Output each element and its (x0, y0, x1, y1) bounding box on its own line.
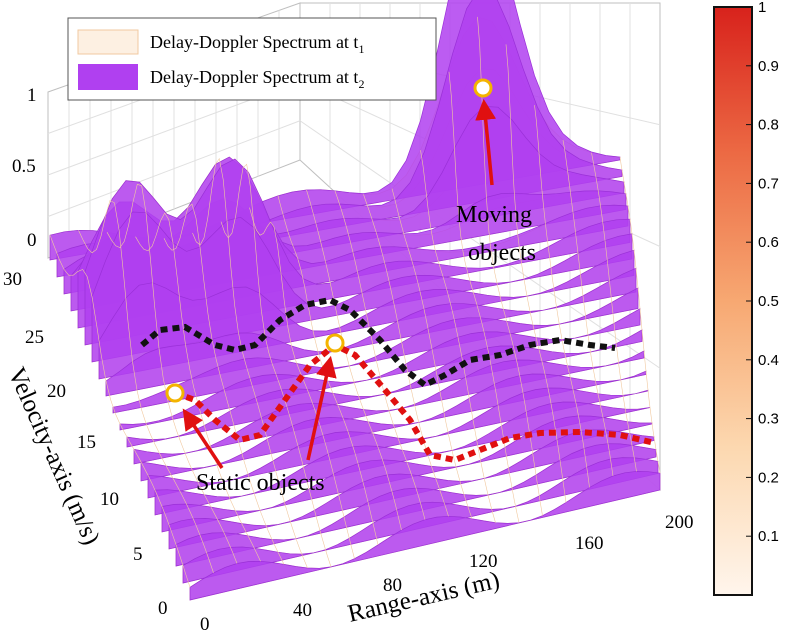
mesh-line (391, 188, 473, 519)
mesh-line (591, 152, 637, 472)
colorbar-tick-label: 0.8 (758, 117, 779, 134)
arrow-static-2 (306, 355, 337, 461)
colorbar-tick-label: 0.1 (758, 528, 779, 545)
z-tick-labels: 1 0.5 0 (12, 85, 37, 251)
surface-slice-t2 (126, 329, 643, 448)
x-axis-label: Range-axis (m) (345, 567, 502, 628)
peak-marker-moving (473, 78, 493, 98)
legend: Delay-Doppler Spectrum at t1 Delay-Doppl… (67, 17, 437, 101)
colorbar-tick-label: 0.4 (758, 352, 779, 369)
colorbar-ticks: 0.1 0.2 0.3 0.4 0.5 0.6 0.7 0.8 0.9 1 (746, 0, 779, 545)
colorbar-tick-label: 0.2 (758, 469, 779, 486)
grid-line (299, 120, 661, 369)
x-tick-label: 200 (665, 512, 694, 533)
mesh-line (420, 150, 496, 523)
annotation-moving-line1: Moving (456, 202, 532, 228)
x-tick-label: 0 (200, 614, 210, 633)
colorbar-tick-label: 0.6 (758, 234, 779, 251)
legend-swatch-t1 (77, 29, 139, 55)
mesh-line (363, 194, 449, 517)
mesh-line (192, 157, 308, 569)
x-tick-labels: 0 40 80 120 160 200 (200, 512, 694, 633)
mesh-line (49, 235, 191, 588)
z-tick-label: 0 (27, 230, 37, 251)
colorbar-tick-label: 0.3 (758, 411, 779, 428)
mesh-line (220, 163, 332, 567)
x-tick-label: 160 (575, 533, 604, 554)
mesh-line (619, 157, 661, 474)
mesh-line (78, 199, 214, 573)
annotation-moving-line2: objects (468, 240, 536, 266)
mesh-line (562, 140, 614, 477)
mesh-line (505, 44, 567, 503)
legend-swatch-t2 (78, 64, 138, 90)
annotation-static: Static objects (196, 470, 325, 496)
y-tick-label: 0 (158, 598, 168, 619)
mesh-line (334, 190, 426, 520)
ridge-line-black (140, 296, 616, 389)
colorbar-tick-label: 1 (758, 0, 766, 16)
mesh-line (477, 16, 543, 516)
peak-marker-static-1 (165, 383, 185, 403)
mesh-line (534, 105, 590, 488)
arrow-static-1 (182, 408, 224, 469)
peak-marker-static-2 (325, 333, 345, 353)
colorbar-tick-label: 0.9 (758, 58, 779, 75)
legend-label-t1: Delay-Doppler Spectrum at t1 (150, 32, 364, 56)
z-tick-label: 1 (27, 85, 37, 106)
x-tick-label: 40 (293, 600, 312, 621)
y-tick-label: 10 (100, 489, 119, 510)
mesh-line (163, 203, 285, 565)
z-tick-label: 0.5 (12, 156, 36, 177)
surface-slice-t2 (182, 457, 659, 584)
x-tick-label: 80 (383, 575, 402, 596)
mesh-line (106, 183, 238, 564)
y-tick-label: 20 (47, 381, 66, 402)
y-tick-label: 5 (133, 544, 143, 565)
legend-label-t2: Delay-Doppler Spectrum at t2 (150, 67, 364, 91)
y-tick-label: 15 (77, 432, 96, 453)
y-tick-label: 25 (25, 327, 44, 348)
colorbar-tick-label: 0.7 (758, 175, 779, 192)
y-tick-label: 30 (3, 269, 22, 290)
surface-slice-t2 (189, 471, 661, 601)
x-tick-label: 120 (469, 551, 498, 572)
surface-slice-t2 (154, 401, 651, 516)
arrow-moving (475, 98, 497, 186)
colorbar: 0.1 0.2 0.3 0.4 0.5 0.6 0.7 0.8 0.9 1 (713, 0, 779, 596)
mesh-line (448, 71, 520, 523)
y-tick-labels: 30 25 20 15 10 5 0 (3, 269, 168, 619)
mesh-line (277, 195, 379, 545)
mesh-line (306, 189, 402, 531)
grid-line (47, 120, 301, 217)
ridge-line-red (174, 341, 656, 464)
colorbar-tick-label: 0.5 (758, 293, 779, 310)
